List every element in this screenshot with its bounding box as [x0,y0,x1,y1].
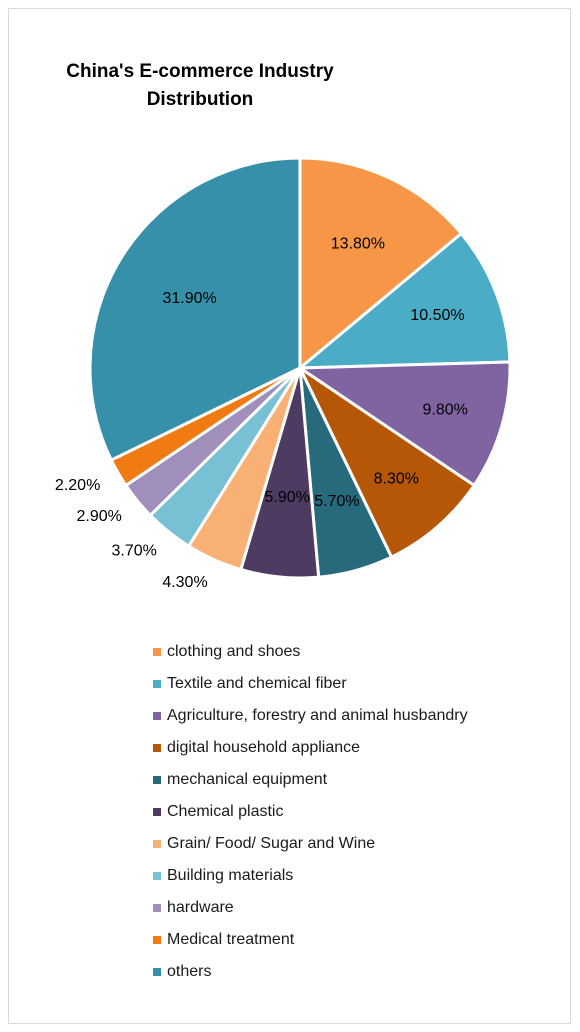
legend-swatch [153,680,161,688]
legend-swatch [153,968,161,976]
legend-swatch [153,936,161,944]
legend-item-medical-treatment: Medical treatment [153,924,468,956]
legend-label: Grain/ Food/ Sugar and Wine [167,835,376,852]
legend-swatch [153,904,161,912]
legend-label: digital household appliance [167,739,361,756]
legend-item-hardware: hardware [153,892,468,924]
pie-slice-digital-household-appliance [298,366,476,559]
legend-label: Chemical plastic [167,803,284,820]
legend-label: mechanical equipment [167,771,328,788]
legend-item-building-materials: Building materials [153,860,468,892]
pie-slice-others [88,156,302,462]
data-label-mechanical-equipment: 5.70% [314,493,359,510]
pie-slice-clothing-and-shoes [298,156,463,370]
legend-swatch [153,840,161,848]
legend-item-agriculture-forestry-and-animal-husbandry: Agriculture, forestry and animal husband… [153,700,468,732]
data-label-others: 31.90% [162,290,216,307]
data-label-clothing-and-shoes: 13.80% [331,236,385,253]
pie-slice-agriculture-forestry-and-animal-husbandry [298,360,512,487]
data-label-textile-and-chemical-fiber: 10.50% [410,307,464,324]
legend-item-mechanical-equipment: mechanical equipment [153,764,468,796]
legend-item-textile-and-chemical-fiber: Textile and chemical fiber [153,668,468,700]
legend-item-digital-household-appliance: digital household appliance [153,732,468,764]
legend-swatch [153,712,161,720]
data-label-grain-food-sugar-and-wine: 4.30% [162,574,207,591]
legend-swatch [153,808,161,816]
chart-title: China's E-commerce Industry Distribution [40,58,360,114]
data-label-hardware: 2.90% [77,508,122,525]
legend-swatch [153,744,161,752]
legend-label: Building materials [167,867,294,884]
chart-title-line-2: Distribution [146,89,254,110]
pie-slice-textile-and-chemical-fiber [298,232,512,370]
data-label-chemical-plastic: 5.90% [265,489,310,506]
legend-swatch [153,648,161,656]
legend-item-grain-food-sugar-and-wine: Grain/ Food/ Sugar and Wine [153,828,468,860]
data-label-building-materials: 3.70% [112,543,157,560]
legend-label: clothing and shoes [167,643,301,660]
data-label-digital-household-appliance: 8.30% [374,470,419,487]
chart-title-line-1: China's E-commerce Industry [66,61,334,82]
legend-item-clothing-and-shoes: clothing and shoes [153,636,468,668]
legend-label: Medical treatment [167,931,295,948]
legend-label: others [167,963,212,980]
data-label-agriculture-forestry-and-animal-husbandry: 9.80% [423,401,468,418]
legend-item-chemical-plastic: Chemical plastic [153,796,468,828]
legend: clothing and shoes Textile and chemical f… [153,636,468,988]
legend-swatch [153,776,161,784]
legend-item-others: others [153,956,468,988]
data-label-medical-treatment: 2.20% [55,477,100,494]
legend-label: Agriculture, forestry and animal husband… [167,707,468,724]
legend-swatch [153,872,161,880]
legend-label: hardware [167,899,234,916]
legend-label: Textile and chemical fiber [167,675,347,692]
